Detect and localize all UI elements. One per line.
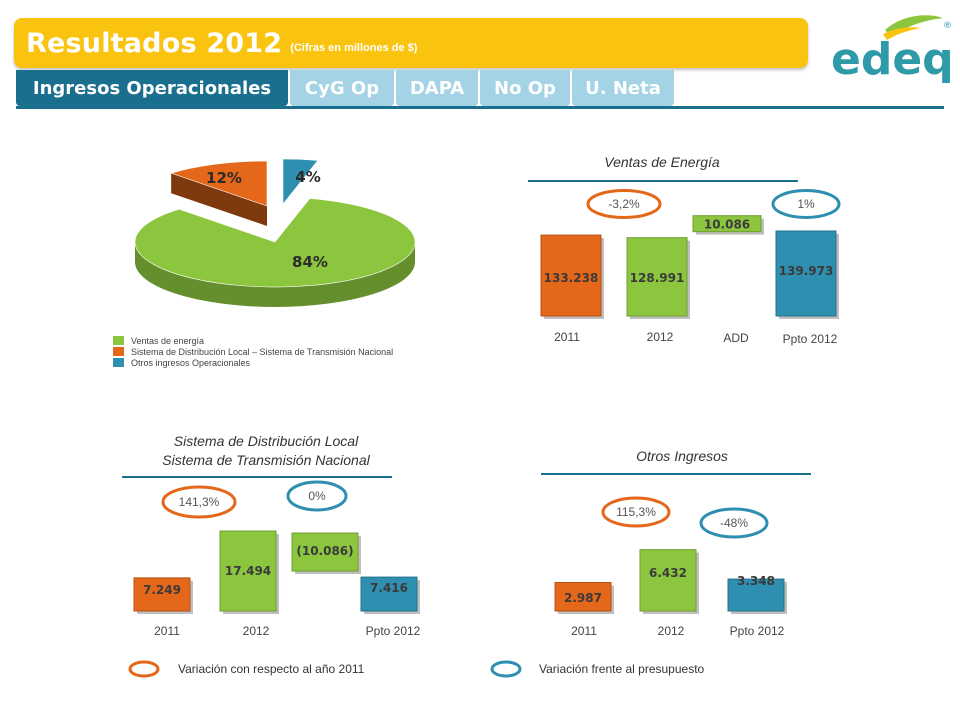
logo-registered-mark: ® <box>943 21 952 31</box>
tab-cyg-op[interactable]: CyG Op <box>290 70 394 106</box>
page-title: Resultados 2012 <box>26 27 283 59</box>
pie-label-0: 84% <box>292 253 328 271</box>
ventas-bar-0 <box>540 234 602 317</box>
sdl-bar-2 <box>291 532 359 572</box>
sdl-bar-1 <box>219 530 277 612</box>
pie-legend-swatch-1 <box>113 347 124 356</box>
tab-bar: Ingresos Operacionales CyG Op DAPA No Op… <box>16 70 676 106</box>
ventas-bar-1 <box>626 237 688 317</box>
sdl-var-ppto-ellipse <box>286 480 348 512</box>
otros-bar-2 <box>727 578 785 612</box>
otros-var-ppto-text: -48% <box>720 516 748 530</box>
ventas-var-2011-ellipse <box>586 189 662 219</box>
sdl-cat-1: 2012 <box>243 624 270 638</box>
legend-vs-2011: Variación con respecto al año 2011 <box>178 662 365 676</box>
sdl-bar-3 <box>360 576 418 612</box>
sdl-bar-0 <box>133 577 191 612</box>
otros-value-2: 3.348 <box>737 574 775 588</box>
pie-legend-label-2: Otros ingresos Operacionales <box>131 358 251 368</box>
otros-value-1: 6.432 <box>649 566 687 580</box>
ventas-cat-3: Ppto 2012 <box>783 332 838 346</box>
sdl-var-2011-text: 141,3% <box>179 495 220 509</box>
legend-orange-ellipse <box>128 660 160 678</box>
sdl-cat-0: 2011 <box>154 624 180 638</box>
ventas-var-2011-text: -3,2% <box>608 197 640 211</box>
pie-slice-2 <box>282 158 319 205</box>
sdl-value-2: (10.086) <box>296 544 353 558</box>
sdl-var-ppto-text: 0% <box>308 489 326 503</box>
sdl-title: Sistema de Distribución Local <box>174 433 359 449</box>
legend-vs-ppto: Variación frente al presupuesto <box>539 662 705 676</box>
ventas-value-2: 10.086 <box>704 218 750 232</box>
sdl-cat-3: Ppto 2012 <box>366 624 421 638</box>
pie-slice-cut-1 <box>171 173 267 226</box>
ventas-var-ppto-text: 1% <box>797 197 815 211</box>
pie-legend-swatch-2 <box>113 358 124 367</box>
sdl-var-2011-ellipse <box>161 485 237 519</box>
otros-value-0: 2.987 <box>564 591 602 605</box>
ventas-cat-0: 2011 <box>554 330 580 344</box>
ventas-bar-2 <box>692 215 762 233</box>
pie-legend-swatch-0 <box>113 336 124 345</box>
otros-title: Otros Ingresos <box>636 448 728 464</box>
otros-var-ppto-ellipse <box>699 507 769 539</box>
pie-slice-1 <box>170 160 268 207</box>
edeq-logo: edeq ® <box>831 15 954 85</box>
logo-text: edeq <box>831 34 954 85</box>
page-subtitle: (Cifras en millones de $) <box>290 42 418 54</box>
ventas-cat-2: ADD <box>723 331 749 345</box>
otros-var-2011-ellipse <box>601 496 671 528</box>
sdl-value-0: 7.249 <box>143 583 181 597</box>
pie-slice-0 <box>134 198 416 288</box>
ventas-value-1: 128.991 <box>630 271 685 285</box>
otros-cat-1: 2012 <box>658 624 685 638</box>
legend-blue-ellipse <box>490 660 522 678</box>
pie-label-2: 4% <box>295 168 320 186</box>
pie-legend-label-1: Sistema de Distribución Local – Sistema … <box>131 347 393 357</box>
tab-dapa[interactable]: DAPA <box>396 70 478 106</box>
otros-cat-0: 2011 <box>571 624 597 638</box>
ventas-cat-1: 2012 <box>647 330 674 344</box>
ventas-value-0: 133.238 <box>544 271 599 285</box>
sdl-value-1: 17.494 <box>225 564 271 578</box>
tab-ingresos-operacionales[interactable]: Ingresos Operacionales <box>16 70 288 106</box>
ventas-title: Ventas de Energía <box>604 154 720 170</box>
otros-var-2011-text: 115,3% <box>616 505 656 519</box>
otros-cat-2: Ppto 2012 <box>730 624 785 638</box>
ventas-value-3: 139.973 <box>779 264 834 278</box>
ventas-bar-3 <box>775 230 837 317</box>
tab-u-neta[interactable]: U. Neta <box>572 70 674 106</box>
sdl-value-3: 7.416 <box>370 581 408 595</box>
pie-label-1: 12% <box>206 169 242 187</box>
pie-legend-label-0: Ventas de energía <box>131 336 204 346</box>
sdl-subtitle: Sistema de Transmisión Nacional <box>162 452 370 468</box>
ventas-var-ppto-ellipse <box>771 189 841 219</box>
otros-bar-1 <box>639 549 697 612</box>
title-bar: Resultados 2012 (Cifras en millones de $… <box>14 18 808 68</box>
otros-bar-0 <box>554 582 612 612</box>
tab-no-op[interactable]: No Op <box>480 70 570 106</box>
pie-slice-side-0-0 <box>135 242 415 307</box>
tab-divider <box>16 106 944 109</box>
